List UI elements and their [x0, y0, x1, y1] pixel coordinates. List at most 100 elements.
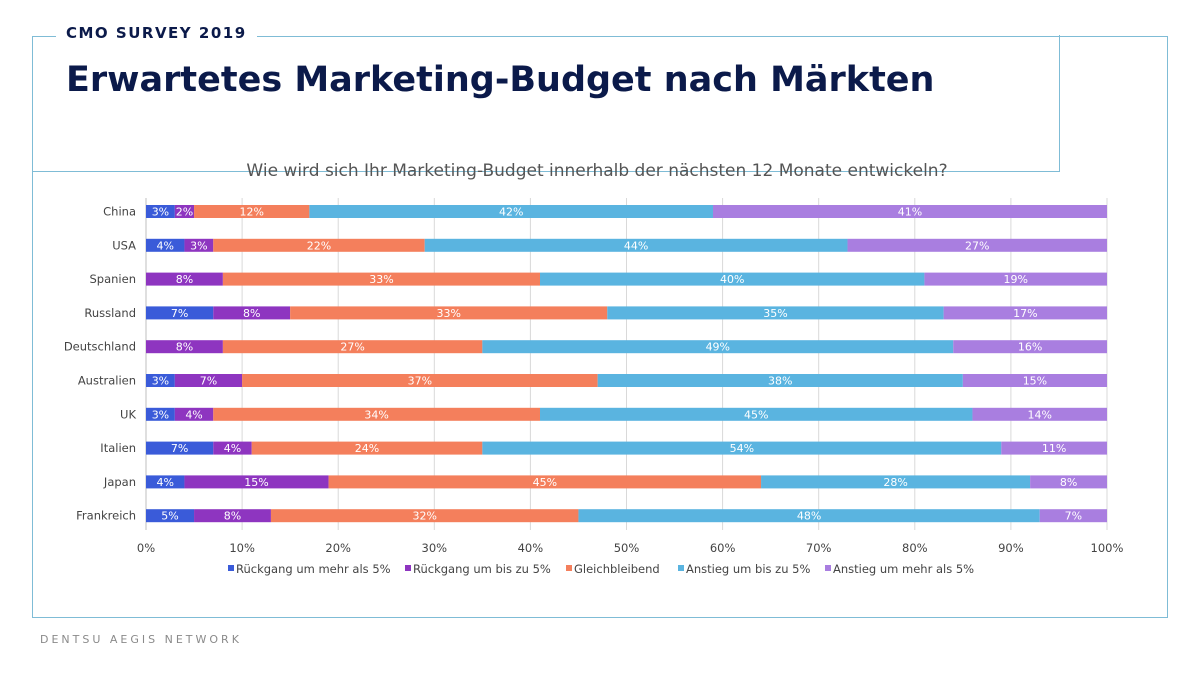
category-label: Frankreich	[76, 509, 136, 523]
content-frame	[32, 35, 1168, 618]
bar-segment	[424, 238, 848, 252]
bar-segment	[146, 306, 214, 320]
footer-brand: DENTSU AEGIS NETWORK	[40, 633, 242, 646]
data-label: 4%	[185, 408, 202, 421]
x-tick-label: 60%	[710, 541, 736, 555]
x-tick-label: 50%	[614, 541, 640, 555]
bar-segment	[146, 272, 223, 286]
bar-segment	[174, 205, 195, 218]
bar-segment	[482, 441, 1002, 455]
bar-segment	[222, 340, 483, 354]
bar-segment	[309, 205, 713, 218]
data-label: 49%	[706, 341, 730, 354]
x-tick-label: 20%	[325, 541, 351, 555]
x-tick-label: 10%	[229, 541, 255, 555]
data-label: 48%	[797, 510, 821, 523]
data-label: 3%	[152, 206, 169, 219]
data-label: 19%	[1003, 273, 1027, 286]
data-label: 27%	[340, 341, 364, 354]
data-label: 8%	[1060, 476, 1077, 489]
x-tick-label: 100%	[1091, 541, 1124, 555]
data-label: 2%	[176, 206, 193, 219]
legend-label: Anstieg um bis zu 5%	[686, 562, 810, 576]
bar-segment	[174, 407, 214, 421]
bar-segment	[213, 407, 541, 421]
data-label: 45%	[533, 476, 557, 489]
bar-segment	[270, 509, 579, 523]
bar-segment	[540, 407, 973, 421]
data-label: 8%	[224, 510, 241, 523]
data-label: 24%	[355, 442, 379, 455]
data-label: 7%	[1065, 510, 1082, 523]
page-title: Erwartetes Marketing-Budget nach Märkten	[66, 60, 935, 100]
category-label: Spanien	[90, 272, 137, 286]
data-label: 45%	[744, 408, 768, 421]
data-label: 12%	[239, 206, 263, 219]
bar-segment	[1039, 509, 1107, 523]
bar-segment	[578, 509, 1040, 523]
x-tick-label: 70%	[806, 541, 832, 555]
bar-segment	[213, 238, 425, 252]
data-label: 15%	[1023, 375, 1047, 388]
bar-segment	[146, 407, 175, 421]
bar-segment	[972, 407, 1107, 421]
legend-label: Rückgang um bis zu 5%	[413, 562, 551, 576]
bar-segment	[597, 374, 963, 387]
bar-segment	[924, 272, 1107, 286]
bar-segment	[146, 340, 223, 354]
bar-segment	[222, 272, 541, 286]
bar-segment	[174, 374, 243, 387]
chart-title: Wie wird sich Ihr Marketing-Budget inner…	[246, 161, 947, 181]
bar-segment	[184, 238, 214, 252]
data-label: 33%	[436, 307, 460, 320]
data-label: 38%	[768, 375, 792, 388]
data-label: 54%	[730, 442, 754, 455]
bar-segment	[184, 475, 329, 489]
data-label: 8%	[176, 273, 193, 286]
bar-segment	[242, 374, 598, 387]
bar-segment	[482, 340, 954, 354]
category-label: Deutschland	[64, 340, 136, 354]
bar-segment	[290, 306, 608, 320]
data-label: 8%	[243, 307, 260, 320]
data-label: 3%	[190, 239, 207, 252]
category-label: Japan	[103, 475, 136, 489]
title-frame	[33, 35, 1060, 172]
bar-segment	[953, 340, 1107, 354]
legend-swatch	[825, 565, 831, 571]
legend-swatch	[405, 565, 411, 571]
category-label: UK	[120, 407, 136, 421]
data-label: 5%	[161, 510, 178, 523]
bar-segment	[146, 374, 175, 387]
data-label: 15%	[244, 476, 268, 489]
bar-segment	[146, 509, 195, 523]
data-label: 42%	[499, 206, 523, 219]
data-label: 8%	[176, 341, 193, 354]
bar-segment	[1030, 475, 1107, 489]
x-tick-label: 40%	[518, 541, 544, 555]
legend-label: Gleichbleibend	[574, 562, 660, 576]
bar-segment	[943, 306, 1107, 320]
data-label: 7%	[171, 307, 188, 320]
bar-segment	[251, 441, 483, 455]
bar-segment	[607, 306, 944, 320]
data-label: 3%	[152, 375, 169, 388]
legend-swatch	[678, 565, 684, 571]
x-tick-label: 0%	[137, 541, 155, 555]
data-label: 16%	[1018, 341, 1042, 354]
legend-label: Anstieg um mehr als 5%	[833, 562, 974, 576]
data-label: 33%	[369, 273, 393, 286]
data-label: 22%	[307, 239, 331, 252]
bar-segment	[146, 441, 214, 455]
survey-label: CMO SURVEY 2019	[56, 24, 257, 42]
data-label: 3%	[152, 408, 169, 421]
data-label: 44%	[624, 239, 648, 252]
bar-segment	[962, 374, 1107, 387]
bar-segment	[540, 272, 925, 286]
bar-segment	[194, 205, 310, 218]
bar-segment	[213, 441, 252, 455]
bar-segment	[146, 205, 175, 218]
category-label: USA	[112, 238, 136, 252]
data-label: 7%	[171, 442, 188, 455]
